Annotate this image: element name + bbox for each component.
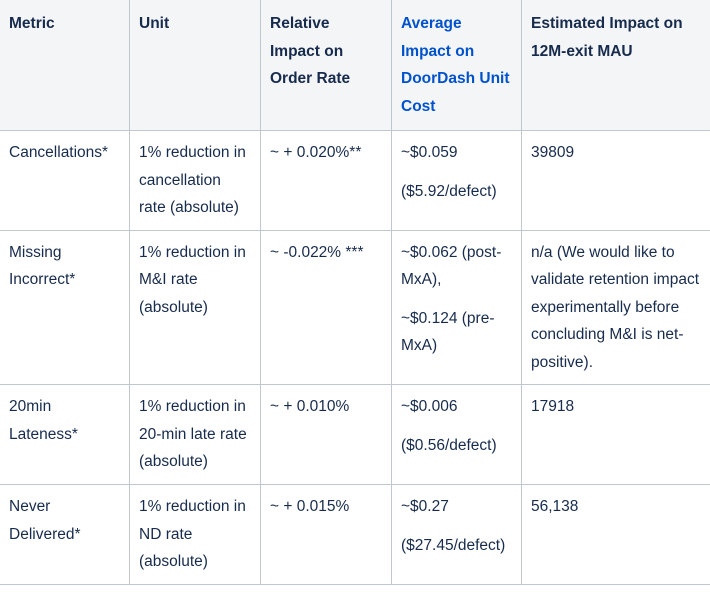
cell-metric: Missing Incorrect* (0, 229, 130, 385)
cell-unit: 1% reduction in 20-min late rate (absolu… (129, 384, 261, 485)
table-row: 20min Lateness* 1% reduction in 20-min l… (0, 384, 710, 485)
cell-mau: 17918 (521, 384, 710, 485)
cost-line: ~$0.124 (pre-MxA) (401, 309, 495, 355)
cost-line: ~$0.059 (401, 144, 458, 161)
cell-unit: 1% reduction in M&I rate (absolute) (129, 229, 261, 385)
table-row: Cancellations* 1% reduction in cancellat… (0, 130, 710, 231)
cell-cost: ~$0.006 ($0.56/defect) (391, 384, 522, 485)
cell-mau: 39809 (521, 130, 710, 231)
cell-metric: Cancellations* (0, 130, 130, 231)
cost-line: ($5.92/defect) (401, 182, 497, 200)
cost-line: ($0.56/defect) (401, 436, 497, 454)
cell-relative-impact: ~ + 0.015% (260, 484, 392, 585)
cell-cost: ~$0.27 ($27.45/defect) (391, 484, 522, 585)
cost-line: ($27.45/defect) (401, 536, 506, 554)
cell-cost: ~$0.059 ($5.92/defect) (391, 130, 522, 231)
header-relative-impact: Relative Impact on Order Rate (260, 0, 392, 131)
cell-metric: Never Delivered* (0, 484, 130, 585)
cell-unit: 1% reduction in cancellation rate (absol… (129, 130, 261, 231)
table-row: Missing Incorrect* 1% reduction in M&I r… (0, 229, 710, 385)
cell-mau: n/a (We would like to validate retention… (521, 229, 710, 385)
cell-mau: 56,138 (521, 484, 710, 585)
cell-relative-impact: ~ + 0.020%** (260, 130, 392, 231)
cell-unit: 1% reduction in ND rate (absolute) (129, 484, 261, 585)
header-metric: Metric (0, 0, 130, 131)
header-average-cost: Average Impact on DoorDash Unit Cost (391, 0, 522, 131)
header-unit: Unit (129, 0, 261, 131)
cell-relative-impact: ~ + 0.010% (260, 384, 392, 485)
cost-line: ~$0.27 (401, 498, 449, 515)
header-mau-impact: Estimated Impact on 12M-exit MAU (521, 0, 710, 131)
cell-metric: 20min Lateness* (0, 384, 130, 485)
cell-relative-impact: ~ -0.022% *** (260, 229, 392, 385)
table-row: Never Delivered* 1% reduction in ND rate… (0, 484, 710, 585)
cell-cost: ~$0.062 (post-MxA), ~$0.124 (pre-MxA) (391, 229, 522, 385)
cost-line: ~$0.006 (401, 398, 458, 415)
header-row: Metric Unit Relative Impact on Order Rat… (0, 0, 710, 131)
cost-line: ~$0.062 (post-MxA), (401, 243, 502, 289)
